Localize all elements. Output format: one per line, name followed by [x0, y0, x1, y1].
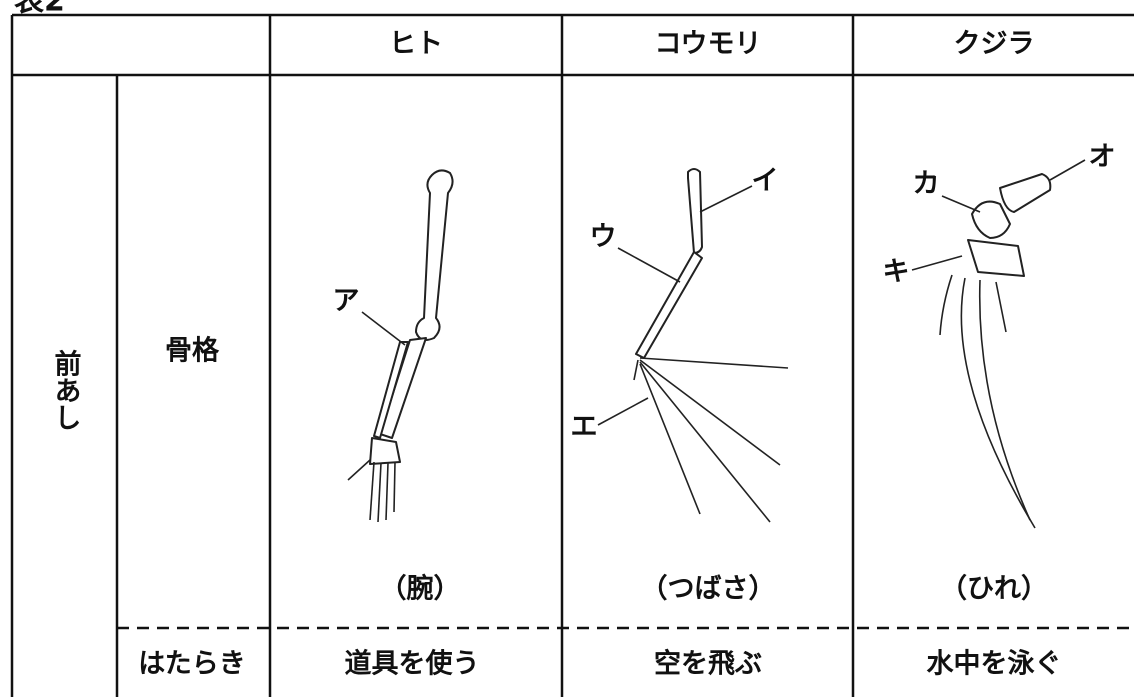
human-arm-drawing — [347, 169, 454, 523]
function-cell: 道具を使う — [345, 648, 480, 680]
whale-flipper-drawing — [939, 173, 1052, 529]
row-group-label: 前あし — [50, 348, 82, 430]
function-cell: 水中を泳ぐ — [927, 649, 1062, 680]
part-label: キ — [883, 257, 910, 288]
limb-name: （つばさ） — [641, 574, 776, 605]
part-label: エ — [571, 412, 598, 443]
row-label: 骨格 — [165, 336, 220, 367]
part-label: ア — [333, 286, 360, 317]
row-label: はたらき — [138, 649, 245, 680]
table-grid — [10, 13, 1134, 697]
limb-name: （腕） — [380, 573, 461, 605]
part-label: カ — [913, 169, 940, 200]
part-label: イ — [752, 166, 779, 197]
column-header: クジラ — [954, 29, 1035, 60]
part-label: オ — [1089, 142, 1116, 173]
function-cell: 空を飛ぶ — [654, 648, 762, 680]
bat-wing-drawing — [633, 168, 789, 523]
column-header: ヒト — [389, 29, 443, 60]
part-label: ウ — [590, 222, 617, 253]
limb-name: （ひれ） — [940, 574, 1048, 605]
column-header: コウモリ — [655, 29, 762, 60]
